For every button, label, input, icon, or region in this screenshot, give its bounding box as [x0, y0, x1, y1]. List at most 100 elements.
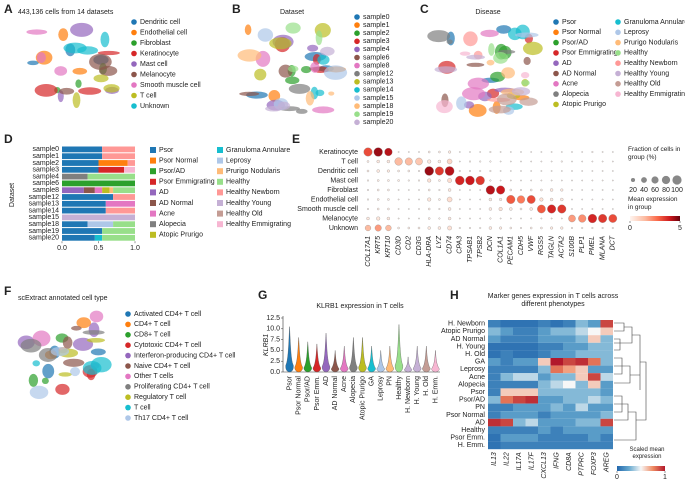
dot — [509, 170, 512, 172]
cluster — [459, 51, 471, 56]
dot — [489, 160, 492, 163]
column-label: IFNG — [554, 452, 561, 469]
y-tick-label: 5.0 — [270, 347, 280, 354]
y-tick-label: sample4 — [33, 173, 60, 180]
row-label: Melanocyte — [322, 215, 358, 222]
colorbar — [617, 466, 665, 471]
column-label: CD8A — [566, 452, 573, 471]
legend-swatch — [615, 50, 621, 56]
heatmap-cell — [513, 320, 526, 328]
column-label: PTPRC — [579, 451, 586, 476]
dot — [469, 189, 471, 191]
heatmap-cell — [575, 426, 588, 434]
column-label: CD3G — [416, 235, 423, 255]
dot — [489, 179, 492, 182]
dot — [417, 226, 421, 230]
dot — [591, 208, 594, 210]
dot — [560, 197, 564, 202]
heatmap-cell — [588, 380, 601, 389]
dot — [560, 170, 563, 172]
legend-label: Healthy Young — [624, 70, 669, 77]
legend-swatch — [125, 311, 131, 317]
heatmap-cell — [513, 380, 526, 389]
heatmap-cell — [600, 358, 613, 366]
dot — [499, 151, 502, 153]
dot — [509, 179, 512, 182]
heatmap-cell — [588, 350, 601, 358]
dot — [385, 224, 392, 232]
heatmap-cell — [600, 365, 613, 374]
dot — [475, 175, 485, 186]
dot — [520, 227, 522, 229]
cluster — [63, 358, 85, 367]
heatmap-cell — [588, 396, 601, 404]
colorbar-title: Scaled mean expression — [629, 447, 665, 460]
x-tick-label: PN — [387, 376, 394, 386]
heatmap-cell — [563, 441, 576, 450]
legend-swatch — [615, 19, 621, 25]
heatmap-cell — [600, 327, 613, 336]
heatmap-cell — [538, 380, 551, 389]
heatmap-cell — [600, 396, 613, 404]
bar-segment — [105, 200, 135, 207]
heatmap-cell — [550, 365, 563, 374]
dot — [479, 217, 482, 220]
cluster — [488, 43, 495, 56]
dot — [469, 151, 471, 153]
cluster — [50, 346, 70, 357]
legend-label: sample15 — [363, 95, 393, 102]
violin — [340, 346, 349, 373]
heatmap-cell — [513, 434, 526, 442]
heatmap-cell — [513, 335, 526, 343]
dot — [560, 226, 564, 230]
cluster — [237, 49, 262, 62]
cluster — [32, 360, 40, 367]
heatmap-cell — [488, 327, 501, 336]
cluster — [285, 76, 300, 85]
legend-swatch — [150, 231, 156, 238]
heatmap-cell — [525, 327, 538, 336]
size-legend-label: 100 — [671, 187, 683, 194]
violin — [321, 333, 331, 373]
heatmap-cell — [488, 373, 501, 381]
heatmap-cell — [538, 358, 551, 366]
row-label: Psor/AD — [459, 397, 485, 404]
cluster — [82, 330, 105, 335]
dot — [438, 189, 441, 191]
dot — [479, 160, 482, 163]
bar-segment — [113, 221, 135, 228]
colorbar-tick-label: 5 — [678, 225, 682, 232]
heatmap-cell — [588, 411, 601, 419]
dot — [581, 170, 584, 172]
dot — [488, 207, 493, 211]
violin — [431, 350, 440, 373]
x-tick-label: H. Young — [414, 376, 421, 405]
x-tick-label: Leprosy — [378, 376, 385, 401]
cluster — [28, 373, 39, 387]
bar-segment — [113, 194, 135, 200]
row-label: Mast cell — [330, 177, 358, 184]
dot — [537, 204, 546, 214]
legend-label: Psor — [159, 147, 174, 154]
dot — [418, 208, 420, 210]
dot — [591, 179, 594, 182]
legend-label: Healthy Emmigrating — [226, 221, 291, 228]
heatmap-cell — [488, 350, 501, 358]
column-label: COL17A1 — [365, 236, 372, 267]
cluster — [521, 79, 530, 86]
cluster — [27, 60, 39, 66]
cluster — [59, 87, 75, 95]
dot — [397, 226, 400, 230]
cluster — [468, 104, 487, 117]
dot — [455, 175, 465, 186]
heatmap-cell — [488, 320, 501, 328]
dot — [427, 226, 431, 230]
legend-label: sample14 — [363, 87, 393, 94]
heatmap-cell — [525, 320, 538, 328]
heatmap-cell — [538, 434, 551, 442]
dot — [568, 214, 576, 223]
dot — [407, 169, 410, 173]
legend-swatch — [217, 147, 223, 153]
colorbar-tick-label: 0 — [615, 474, 619, 481]
cluster — [328, 91, 335, 96]
